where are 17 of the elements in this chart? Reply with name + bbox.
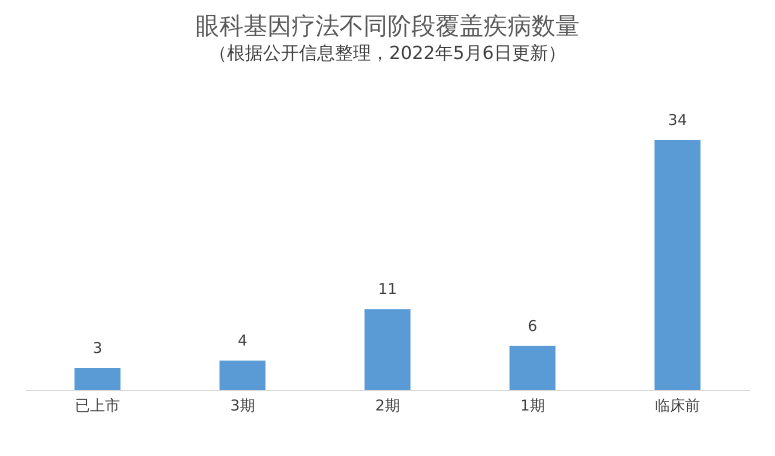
bar	[654, 140, 700, 390]
data-label: 4	[238, 332, 248, 350]
x-tick-label: 2期	[375, 396, 400, 414]
x-tick-label: 1期	[520, 396, 545, 414]
data-label: 34	[668, 111, 688, 129]
bar	[74, 368, 120, 390]
data-label: 11	[378, 280, 398, 298]
x-tick-label: 3期	[230, 396, 255, 414]
bar	[364, 309, 410, 390]
chart-subtitle: （根据公开信息整理，2022年5月6日更新）	[209, 43, 566, 64]
bar	[220, 360, 266, 390]
x-tick-label: 已上市	[75, 396, 120, 414]
data-label: 6	[528, 316, 538, 335]
data-label: 3	[92, 338, 102, 357]
bar	[510, 346, 556, 390]
chart-title: 眼科基因疗法不同阶段覆盖疾病数量	[196, 12, 580, 40]
x-tick-label: 临床前	[655, 396, 700, 414]
